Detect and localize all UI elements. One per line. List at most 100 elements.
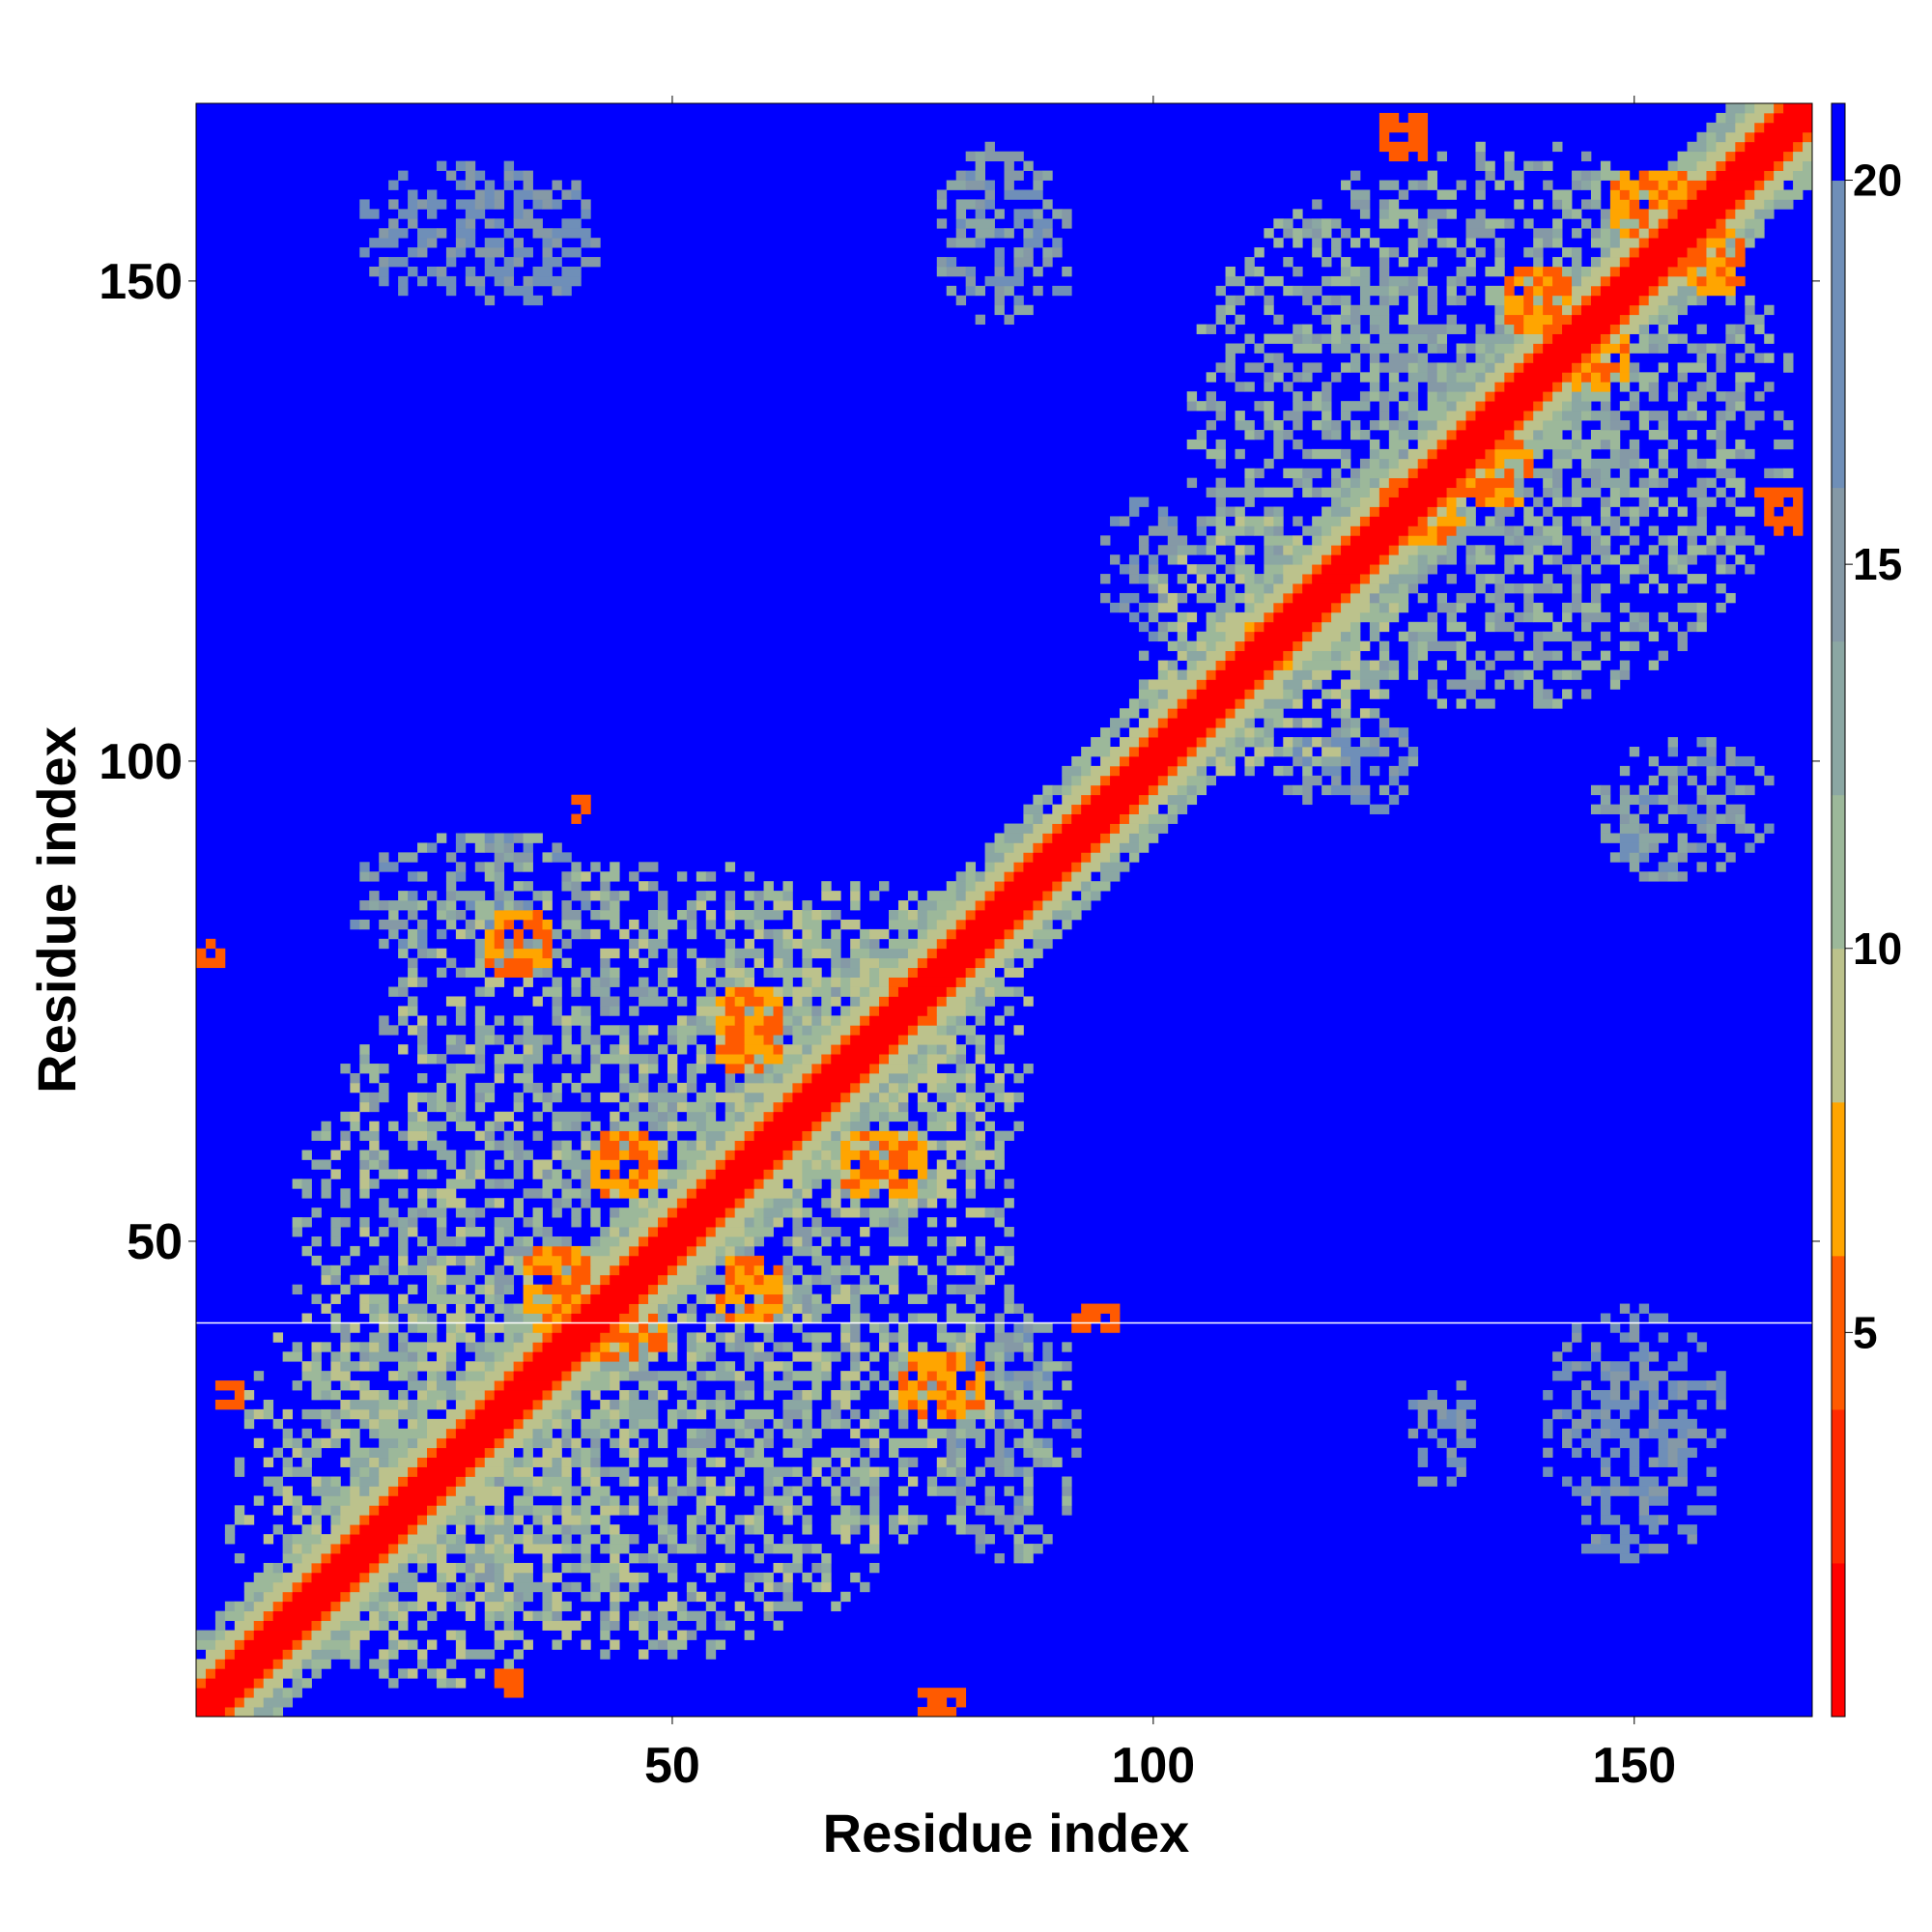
heatmap-cell [523,1255,533,1266]
heatmap-cell [1638,583,1650,594]
heatmap-cell [889,1072,909,1084]
heatmap-cell [1312,401,1322,412]
heatmap-cell [773,1044,783,1055]
heatmap-cell [1388,574,1419,584]
heatmap-cell [513,238,524,248]
heatmap-cell [1427,448,1438,460]
heatmap-cell [965,996,977,1007]
heatmap-cell [724,1437,736,1449]
heatmap-cell [1475,698,1495,709]
heatmap-cell [1465,420,1515,431]
heatmap-cell [850,1313,861,1323]
heatmap-cells [196,103,1813,1718]
heatmap-cell [590,1457,601,1467]
heatmap-cell [600,1342,611,1352]
heatmap-cell [1581,304,1631,316]
heatmap-cell [648,1054,659,1065]
heatmap-cell [1196,324,1208,334]
heatmap-cell [840,1342,851,1352]
heatmap-cell [455,1255,467,1266]
heatmap-cell [1619,324,1640,334]
heatmap-cell [965,170,977,181]
heatmap-cell [840,1140,851,1151]
heatmap-cell [494,1572,505,1583]
heatmap-cell [744,1006,754,1016]
heatmap-cell [1167,592,1179,604]
heatmap-cell [879,1408,890,1420]
heatmap-cell [965,910,977,921]
heatmap-cell [840,1322,851,1333]
heatmap-cell [1609,372,1621,383]
heatmap-cell [1456,1437,1476,1449]
heatmap-cell [350,1082,360,1094]
heatmap-cell [610,1544,630,1554]
heatmap-cell [831,1351,841,1362]
heatmap-cell [484,1515,496,1525]
heatmap-cell [1706,747,1717,757]
heatmap-cell [398,1130,409,1141]
heatmap-cell [792,1217,803,1228]
heatmap-cell [1619,238,1640,248]
heatmap-cell [984,1179,995,1189]
heatmap-cell [1764,468,1775,479]
heatmap-cell [1302,583,1351,594]
heatmap-cell [1706,804,1717,814]
heatmap-cell [1590,1351,1602,1362]
heatmap-cell [1331,343,1351,354]
heatmap-cell [1196,660,1216,670]
heatmap-cell [1350,429,1361,440]
heatmap-cell [994,891,1043,901]
heatmap-cell [619,1591,630,1603]
heatmap-cell [561,1198,572,1208]
heatmap-cell [860,1418,870,1430]
heatmap-cell [782,1361,793,1372]
heatmap-cell [1465,468,1476,479]
heatmap-cell [1465,564,1476,575]
heatmap-cell [1407,583,1419,594]
heatmap-cell [359,247,370,258]
heatmap-cell [1590,170,1602,181]
heatmap-cell [388,1572,418,1583]
heatmap-cell [1687,275,1697,287]
heatmap-cell [196,1630,216,1640]
heatmap-cell [658,967,668,978]
heatmap-cell [629,1553,639,1564]
heatmap-cell [494,1610,505,1621]
heatmap-cell [860,1159,880,1170]
heatmap-cell [984,1418,995,1430]
heatmap-cell [1186,698,1236,709]
heatmap-cell [1446,382,1476,392]
heatmap-cell [1321,611,1332,623]
heatmap-cell [445,1198,467,1208]
heatmap-cell [889,919,919,930]
heatmap-cell [571,1054,582,1065]
heatmap-cell [1629,535,1640,546]
heatmap-cell [1128,852,1140,863]
heatmap-cell [811,1025,832,1036]
heatmap-cell [1764,304,1775,316]
heatmap-cell [648,1121,659,1132]
heatmap-cell [648,1342,668,1352]
heatmap-cell [503,1322,533,1333]
heatmap-cell [1475,401,1486,412]
heatmap-cell [1629,1332,1640,1343]
heatmap-cell [860,967,870,978]
heatmap-cell [753,1515,764,1525]
heatmap-cell [955,238,977,248]
heatmap-cell [292,1179,302,1189]
heatmap-cell [581,1169,591,1179]
heatmap-cell [408,871,418,882]
heatmap-cell [1388,775,1400,786]
heatmap-cell [523,170,533,181]
heatmap-cell [1148,526,1179,536]
heatmap-cell [811,1006,822,1016]
heatmap-cell [1609,448,1621,460]
heatmap-cell [436,1553,447,1564]
heatmap-cell [417,1601,428,1612]
heatmap-cell [600,1130,611,1141]
heatmap-cell [494,1544,505,1554]
heatmap-cell [408,1342,428,1352]
heatmap-cell [1283,218,1293,229]
heatmap-cell [1225,362,1236,373]
heatmap-cell [494,1668,524,1679]
